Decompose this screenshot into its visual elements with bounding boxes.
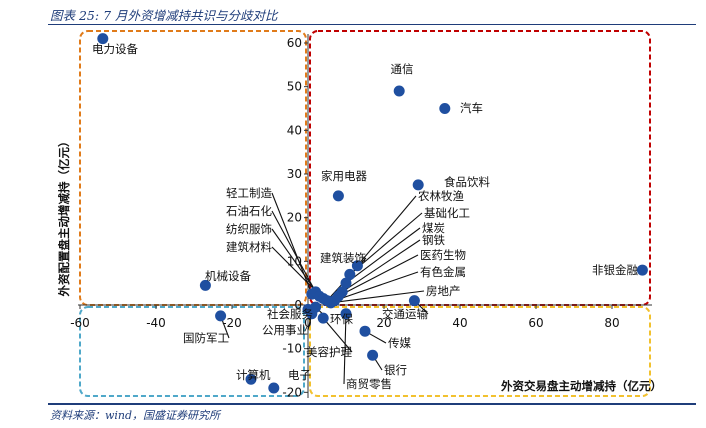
title-rule: [48, 24, 696, 25]
point-label: 有色金属: [420, 265, 466, 279]
x-tick-label: -20: [222, 316, 242, 330]
point-label: 公用事业: [262, 323, 308, 337]
data-point: [636, 264, 648, 276]
x-tick-label: -60: [70, 316, 90, 330]
point-label: 非银金融: [592, 263, 638, 277]
data-point: [332, 190, 344, 202]
data-point: [340, 308, 352, 320]
point-label: 建筑材料: [226, 240, 272, 254]
point-label: 石油石化: [226, 204, 272, 218]
x-tick-label: 20: [376, 316, 391, 330]
point-label: 食品饮料: [444, 175, 490, 189]
data-point: [97, 33, 109, 45]
point-label: 钢铁: [422, 233, 445, 247]
leader-line: [338, 254, 419, 297]
point-label: 建筑装饰: [320, 251, 366, 265]
data-point: [340, 277, 352, 289]
x-tick-label: 0: [304, 316, 312, 330]
point-label: 计算机: [236, 368, 271, 382]
data-point: [199, 279, 211, 291]
point-label: 环保: [330, 312, 353, 326]
leader-line: [341, 239, 421, 293]
leader-line: [345, 227, 421, 284]
data-point: [245, 373, 257, 385]
data-point: [393, 85, 405, 97]
leader-line: [334, 271, 419, 302]
point-label: 国防军工: [183, 331, 229, 345]
data-point: [215, 310, 227, 322]
x-axis-title: 外资交易盘主动增减持（亿元）: [500, 379, 662, 393]
x-tick-label: -40: [146, 316, 166, 330]
figure-source: 资料来源：wind，国盛证券研究所: [50, 409, 221, 422]
y-tick-label: -10: [282, 342, 302, 356]
point-label: 农林牧渔: [418, 189, 464, 203]
point-label: 电子: [288, 368, 311, 382]
data-point: [408, 295, 420, 307]
point-label: 煤炭: [422, 221, 445, 235]
y-axis-title: 外资配置盘主动增减持（亿元）: [57, 136, 71, 298]
point-label: 机械设备: [205, 269, 251, 283]
y-tick-label: 50: [287, 80, 302, 94]
point-label: 轻工制造: [226, 186, 272, 200]
point-label: 家用电器: [321, 169, 367, 183]
point-label: 传媒: [388, 336, 411, 350]
point-label: 交通运输: [382, 307, 428, 321]
quadrant-bottom-right: [309, 306, 651, 397]
leader-line: [271, 228, 320, 297]
leader-line: [271, 210, 317, 293]
leader-line: [356, 195, 417, 267]
data-point: [344, 268, 356, 280]
y-tick-label: 0: [294, 298, 302, 312]
source-rule: [48, 403, 696, 405]
leader-line: [271, 192, 313, 295]
point-label: 医药生物: [420, 248, 466, 262]
point-label: 房地产: [426, 284, 461, 298]
data-point: [351, 260, 363, 272]
leader-line: [343, 313, 347, 385]
data-point: [317, 312, 329, 324]
point-label: 商贸零售: [346, 377, 392, 391]
point-label: 基础化工: [424, 206, 470, 220]
figure-title: 图表 25: 7 月外资增减持共识与分歧对比: [50, 8, 278, 23]
y-tick-label: 60: [287, 36, 302, 50]
y-tick-label: -20: [282, 385, 302, 399]
data-point: [268, 382, 280, 394]
data-point: [439, 103, 451, 114]
point-label: 社会服务: [267, 307, 313, 321]
data-point: [359, 325, 371, 337]
y-tick-label: 40: [287, 123, 302, 137]
quadrant-top-left: [79, 30, 307, 306]
quadrant-bottom-left: [79, 306, 305, 397]
point-label: 通信: [391, 62, 414, 76]
y-tick-label: 20: [287, 211, 302, 225]
y-tick-label: 30: [287, 167, 302, 181]
point-label: 银行: [384, 363, 407, 377]
point-label: 汽车: [460, 101, 483, 115]
x-tick-label: 60: [528, 316, 543, 330]
leader-line: [330, 290, 425, 304]
data-point: [321, 295, 333, 307]
point-label: 纺织服饰: [226, 222, 272, 236]
data-point: [367, 349, 379, 361]
x-tick-label: 40: [452, 316, 467, 330]
data-point: [412, 179, 424, 191]
point-label: 电力设备: [92, 42, 138, 56]
data-point: [310, 301, 322, 313]
point-label: 美容护理: [306, 345, 352, 359]
x-tick-label: 80: [604, 316, 619, 330]
leader-line: [322, 317, 353, 353]
